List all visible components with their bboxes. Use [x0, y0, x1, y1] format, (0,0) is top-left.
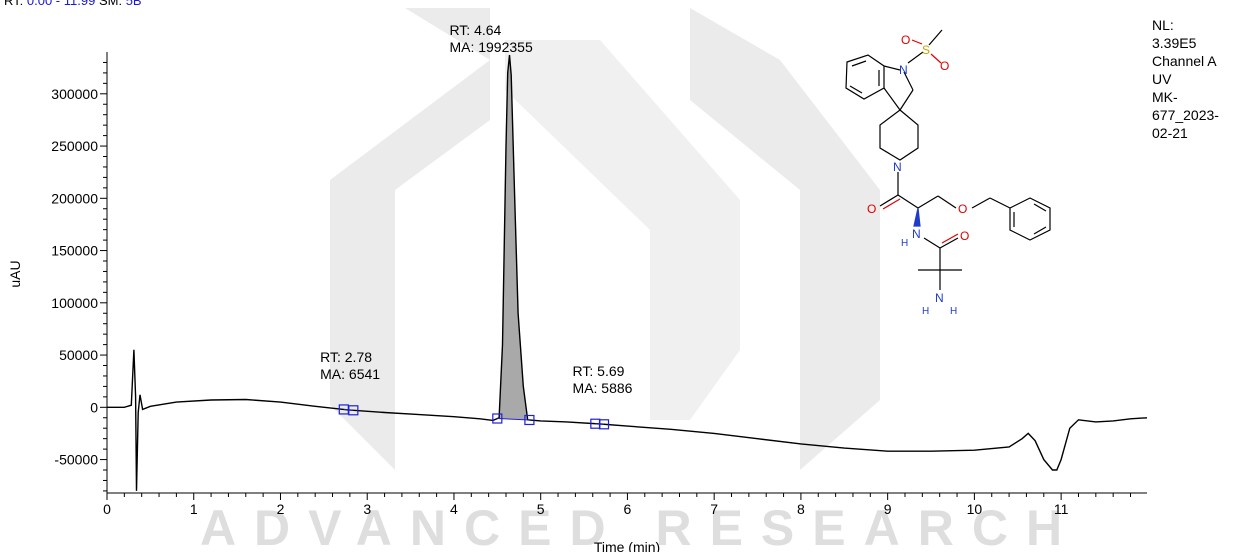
chromatogram-header: RT: 0.00 - 11.99 SM: 5B — [4, 0, 142, 8]
x-tick-label: 8 — [797, 501, 805, 517]
y-tick-label: 50000 — [59, 347, 98, 363]
atom-label: H — [922, 306, 929, 317]
peak-area-label: MA: 1992355 — [449, 39, 532, 55]
x-tick-label: 1 — [190, 501, 198, 517]
atom-label: O — [960, 229, 969, 243]
rt-range-value: 0.00 - 11.99 — [26, 0, 96, 8]
x-tick-label: 7 — [710, 501, 718, 517]
watermark-logo-left — [330, 8, 490, 470]
atom-label: N — [893, 160, 902, 174]
peak-area-fill — [497, 55, 530, 420]
nl-label: NL: — [1152, 17, 1174, 33]
peak-area-label: MA: 5886 — [573, 380, 633, 396]
atom-label: O — [901, 33, 910, 47]
y-axis-label: uAU — [7, 260, 23, 287]
y-tick-label: 0 — [90, 399, 98, 415]
peak-rt-label: RT: 4.64 — [449, 22, 501, 38]
piperidine-ring — [879, 109, 919, 161]
atom-label: N — [899, 63, 908, 77]
sm-label: SM: — [98, 0, 123, 8]
y-tick-label: 150000 — [51, 243, 98, 259]
benzyl-ring — [1009, 197, 1051, 241]
atom-label: S — [922, 43, 930, 57]
atom-label: O — [940, 59, 949, 73]
sample-name-line-3: 02-21 — [1152, 125, 1188, 141]
x-tick-label: 11 — [1054, 501, 1069, 517]
peak-boundary-marker — [348, 405, 359, 416]
peak-baseline — [497, 418, 530, 421]
peak-boundary-marker — [598, 419, 610, 430]
sample-name-line-2: 677_2023- — [1152, 107, 1219, 123]
channel-label: Channel A — [1152, 53, 1217, 69]
y-tick-label: 300000 — [51, 86, 98, 102]
atom-label: O — [958, 202, 967, 216]
peak-boundary-marker — [492, 413, 503, 424]
watermark-logo-right — [690, 8, 880, 470]
x-tick-label: 0 — [103, 501, 111, 517]
peak-rt-label: RT: 5.69 — [573, 363, 625, 379]
x-tick-label: 3 — [363, 501, 371, 517]
x-tick-label: 4 — [450, 501, 458, 517]
rt-label: RT: — [4, 0, 24, 8]
detector-label: UV — [1152, 71, 1172, 87]
y-tick-label: 100000 — [51, 295, 98, 311]
trace-info-panel: NL: 3.39E5 Channel A UV MK- 677_2023- 02… — [1152, 16, 1219, 142]
atom-label: H — [901, 238, 908, 249]
sample-name-line-1: MK- — [1152, 89, 1178, 105]
watermark-text: ADVANCED RESEARCH — [200, 500, 1080, 552]
y-tick-label: 200000 — [51, 190, 98, 206]
watermark-logo-center — [505, 40, 740, 420]
peak-integration-markers — [338, 404, 610, 430]
atom-label: O — [867, 202, 876, 216]
chemical-structure: O S O N N O O H N O N H H — [845, 29, 1051, 317]
peak-area-label: MA: 6541 — [320, 366, 380, 382]
sm-value: 5B — [125, 0, 142, 8]
chromatogram-trace — [107, 55, 1148, 491]
nl-value: 3.39E5 — [1152, 35, 1197, 51]
atom-label: N — [912, 227, 921, 241]
x-axis-ticks: 0 1 2 3 4 5 6 7 8 9 10 11 — [103, 493, 1132, 517]
peak-rt-label: RT: 2.78 — [320, 349, 372, 365]
atom-label: H — [950, 306, 957, 317]
stereo-wedge — [913, 207, 921, 227]
watermark: ADVANCED RESEARCH — [200, 8, 1080, 552]
y-tick-label: -50000 — [54, 452, 98, 468]
x-tick-label: 6 — [624, 501, 632, 517]
x-tick-label: 5 — [537, 501, 545, 517]
x-tick-label: 10 — [967, 501, 983, 517]
y-axis-ticks: -50000 0 50000 100000 150000 200000 250000 3000… — [51, 61, 107, 492]
y-tick-label: 250000 — [51, 138, 98, 154]
x-axis-label: Time (min) — [594, 539, 660, 552]
atom-label: N — [935, 291, 944, 305]
x-tick-label: 9 — [884, 501, 892, 517]
x-tick-label: 2 — [277, 501, 285, 517]
peak-boundary-marker — [524, 414, 535, 426]
